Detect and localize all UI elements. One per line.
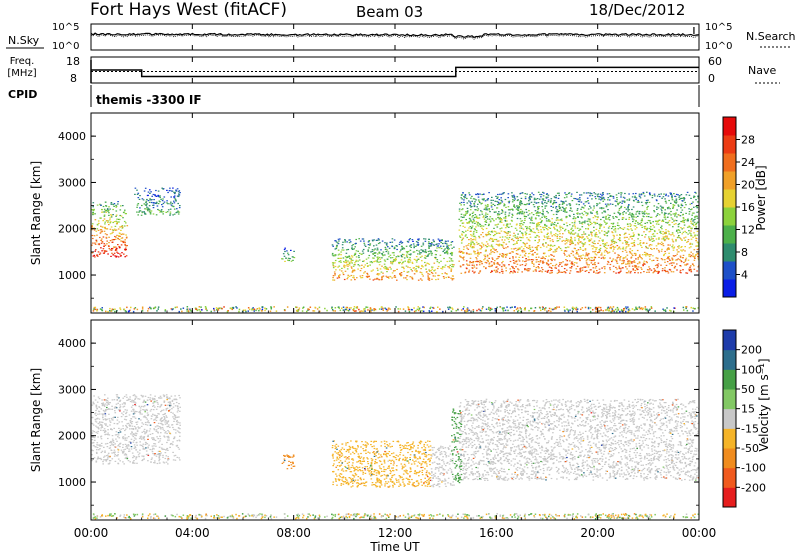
velocity-colorbar: -200 -100 -50 -15 15 50 100 200 <box>722 329 766 508</box>
velocity-panel: 1000 2000 3000 4000 Slant Range [km] <box>29 319 700 521</box>
time-tick-4: 16:00 <box>479 526 514 540</box>
cpid-label: CPID <box>8 88 37 101</box>
power-colorbar-swatch <box>723 207 736 226</box>
velocity-range-tick-0: 1000 <box>58 476 86 489</box>
power-colorbar-swatch <box>723 171 736 190</box>
nsearch-label: N.Search <box>746 30 796 43</box>
power-colorbar-tick-4: 20 <box>741 179 755 192</box>
freq-tick-bottom: 8 <box>70 72 77 85</box>
power-range-tick-2: 3000 <box>58 176 86 189</box>
velocity-echo-region-5 <box>458 398 699 481</box>
velocity-echo-region-2 <box>331 440 432 488</box>
velocity-colorbar-tick-6: 100 <box>741 363 762 376</box>
power-colorbar-tick-6: 28 <box>741 134 755 147</box>
power-range-tick-1: 2000 <box>58 223 86 236</box>
velocity-colorbar-swatch <box>723 428 736 449</box>
noise-tick-bottom-left: 10^0 <box>52 41 79 52</box>
nsky-label: N.Sky <box>8 34 40 47</box>
time-tick-2: 08:00 <box>276 526 311 540</box>
power-colorbar-swatch <box>723 153 736 172</box>
velocity-colorbar-tick-5: 50 <box>741 383 755 396</box>
velocity-colorbar-tick-7: 200 <box>741 344 762 357</box>
noise-sky-line <box>90 27 699 39</box>
time-tick-1: 04:00 <box>175 526 210 540</box>
power-echo-region-3 <box>331 238 455 281</box>
velocity-colorbar-tick-2: -50 <box>741 442 759 455</box>
velocity-colorbar-swatch <box>723 448 736 469</box>
nave-tick-top: 60 <box>708 55 722 68</box>
velocity-colorbar-tick-3: -15 <box>741 422 759 435</box>
power-colorbar-swatch <box>723 117 736 136</box>
noise-tick-bottom-right: 10^0 <box>705 41 732 52</box>
power-echo-region-0 <box>91 201 129 258</box>
power-colorbar-tick-0: 4 <box>741 269 748 282</box>
nave-label: Nave <box>748 64 776 77</box>
velocity-colorbar-tick-4: 15 <box>741 403 755 416</box>
velocity-colorbar-swatch <box>723 487 736 508</box>
velocity-colorbar-swatch <box>723 467 736 488</box>
power-colorbar-swatch <box>723 135 736 154</box>
cpid-value: themis -3300 IF <box>96 93 202 107</box>
velocity-colorbar-tick-0: -200 <box>741 481 766 494</box>
power-colorbar: 4 8 12 16 20 24 28 <box>722 116 755 298</box>
time-tick-3: 12:00 <box>378 526 413 540</box>
power-echo-region-1 <box>134 187 181 216</box>
power-echo-region-2 <box>281 247 296 262</box>
power-colorbar-tick-3: 16 <box>741 201 755 214</box>
velocity-y-axis-label: Slant Range [km] <box>29 368 43 472</box>
power-colorbar-tick-2: 12 <box>741 224 755 237</box>
cpid-strip: themis -3300 IF <box>90 85 700 107</box>
frequency-panel: 18 8 60 0 <box>66 55 722 85</box>
beam-title: Beam 03 <box>356 3 423 21</box>
time-tick-6: 00:00 <box>682 526 717 540</box>
power-colorbar-swatch <box>723 189 736 208</box>
time-axis: 00:00 04:00 08:00 12:00 16:00 20:00 00:00 <box>74 24 717 540</box>
station-title: Fort Hays West (fitACF) <box>90 0 287 20</box>
velocity-colorbar-swatch <box>723 369 736 390</box>
velocity-colorbar-swatch <box>723 349 736 370</box>
power-range-tick-0: 1000 <box>58 269 86 282</box>
near-range-speckle <box>92 513 699 520</box>
near-range-speckle <box>92 306 699 313</box>
time-tick-0: 00:00 <box>74 526 109 540</box>
noise-search-line <box>90 33 700 40</box>
power-colorbar-swatch <box>723 261 736 280</box>
freq-label-2: [MHz] <box>7 68 36 79</box>
x-axis-label: Time UT <box>369 540 420 554</box>
noise-panel: 10^5 10^0 10^5 10^0 <box>52 22 732 52</box>
power-colorbar-swatch <box>723 279 736 298</box>
velocity-colorbar-label: Velocity [m s⁻¹] <box>757 358 771 451</box>
power-colorbar-tick-1: 8 <box>741 246 748 259</box>
velocity-colorbar-swatch <box>723 408 736 429</box>
nave-tick-bottom: 0 <box>708 72 715 85</box>
power-colorbar-tick-5: 24 <box>741 156 755 169</box>
time-tick-5: 20:00 <box>580 526 615 540</box>
freq-label-1: Freq. <box>10 56 35 67</box>
velocity-colorbar-swatch <box>723 389 736 410</box>
velocity-range-tick-1: 2000 <box>58 430 86 443</box>
power-echoes <box>91 187 699 313</box>
velocity-colorbar-swatch <box>723 330 736 351</box>
power-range-tick-3: 4000 <box>58 130 86 143</box>
power-panel: 1000 2000 3000 4000 Slant Range [km] <box>29 112 700 314</box>
noise-tick-top-left: 10^5 <box>52 22 79 33</box>
noise-tick-top-right: 10^5 <box>705 22 732 33</box>
date-title: 18/Dec/2012 <box>589 1 685 19</box>
power-colorbar-swatch <box>723 243 736 262</box>
velocity-echo-region-3 <box>430 445 455 488</box>
power-echo-region-4 <box>458 191 699 274</box>
velocity-colorbar-tick-1: -100 <box>741 462 766 475</box>
freq-tick-top: 18 <box>66 55 80 68</box>
power-colorbar-label: Power [dB] <box>754 165 768 230</box>
power-y-axis-label: Slant Range [km] <box>29 161 43 265</box>
velocity-echo-region-1 <box>281 454 296 470</box>
velocity-range-tick-3: 4000 <box>58 337 86 350</box>
velocity-echoes <box>91 394 699 520</box>
power-colorbar-swatch <box>723 225 736 244</box>
velocity-echo-region-4 <box>450 408 463 484</box>
velocity-range-tick-2: 3000 <box>58 383 86 396</box>
velocity-echo-region-0 <box>91 394 181 465</box>
